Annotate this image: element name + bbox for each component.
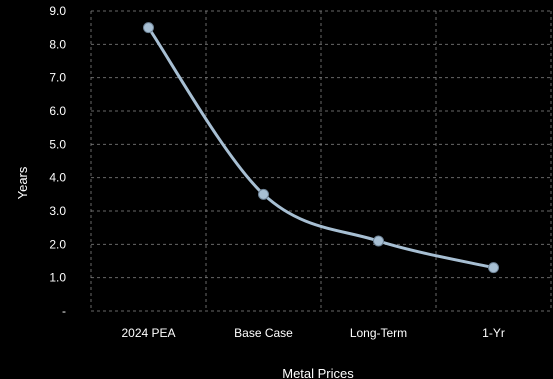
y-axis-ticks: - 1.0 2.0 3.0 4.0 5.0 6.0 7.0 8.0 9.0 <box>49 4 66 318</box>
y-tick-label: 7.0 <box>49 71 66 85</box>
y-tick-label: 6.0 <box>49 104 66 118</box>
y-tick-label: 8.0 <box>49 37 66 51</box>
data-point <box>258 188 269 200</box>
y-axis-title: Years <box>15 166 30 199</box>
x-tick-label: 1-Yr <box>482 326 505 340</box>
y-tick-label: 9.0 <box>49 4 66 18</box>
y-tick-label: 1.0 <box>49 271 66 285</box>
grid <box>90 10 552 312</box>
data-point <box>373 235 384 247</box>
x-tick-label: Long-Term <box>350 326 407 340</box>
data-point <box>488 262 499 274</box>
data-point <box>143 22 154 34</box>
y-tick-label: 3.0 <box>49 204 66 218</box>
series-layer <box>143 22 499 274</box>
y-tick-label: 2.0 <box>49 237 66 251</box>
x-tick-label: Base Case <box>234 326 293 340</box>
series-line <box>147 26 495 270</box>
y-tick-label: - <box>62 304 66 318</box>
x-tick-label: 2024 PEA <box>121 326 175 340</box>
y-tick-label: 5.0 <box>49 137 66 151</box>
x-axis-ticks: 2024 PEA Base Case Long-Term 1-Yr <box>121 326 504 340</box>
y-tick-label: 4.0 <box>49 171 66 185</box>
x-axis-title: Metal Prices <box>282 366 354 379</box>
